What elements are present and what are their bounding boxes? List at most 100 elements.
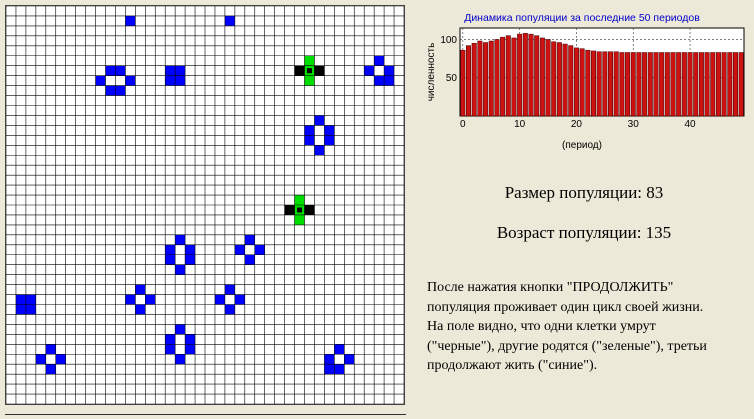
alive-cell[interactable] <box>185 244 196 255</box>
alive-cell[interactable] <box>175 75 186 86</box>
chart-bar <box>585 49 591 117</box>
alive-cell[interactable] <box>45 344 56 355</box>
chart-bar <box>670 52 676 117</box>
born-cell[interactable] <box>304 55 315 66</box>
alive-cell[interactable] <box>185 334 196 345</box>
alive-cell[interactable] <box>314 145 325 156</box>
alive-cell[interactable] <box>165 254 176 265</box>
alive-cell[interactable] <box>175 324 186 335</box>
population-grid[interactable] <box>5 5 405 405</box>
dying-cell[interactable] <box>304 205 315 215</box>
population-size-label: Размер популяции: 83 <box>504 183 664 202</box>
alive-cell[interactable] <box>45 364 56 375</box>
chart-title: Динамика популяции за последние 50 перио… <box>464 12 700 24</box>
born-cell[interactable] <box>304 75 315 86</box>
chart-bar <box>500 36 506 117</box>
alive-cell[interactable] <box>304 125 315 136</box>
alive-cell[interactable] <box>334 364 345 375</box>
dying-cell[interactable] <box>284 205 295 215</box>
alive-cell[interactable] <box>105 85 116 96</box>
alive-cell[interactable] <box>175 264 186 275</box>
alive-cell[interactable] <box>175 65 186 76</box>
alive-cell[interactable] <box>115 85 126 96</box>
alive-cell[interactable] <box>125 15 136 26</box>
alive-cell[interactable] <box>244 234 255 245</box>
alive-cell[interactable] <box>185 344 196 355</box>
x-tick-label: 0 <box>460 119 466 130</box>
alive-cell[interactable] <box>314 115 325 126</box>
alive-cell[interactable] <box>214 294 225 305</box>
alive-cell[interactable] <box>35 354 46 365</box>
grid-canvas[interactable] <box>6 6 404 404</box>
alive-cell[interactable] <box>55 354 66 365</box>
alive-cell[interactable] <box>224 304 235 315</box>
alive-cell[interactable] <box>384 75 395 86</box>
chart-bar <box>483 42 489 117</box>
description-line: продолжают жить ("синие"). <box>427 358 598 373</box>
y-tick-label: 50 <box>446 73 458 84</box>
chart-bar <box>715 52 721 117</box>
alive-cell[interactable] <box>324 354 335 365</box>
alive-cell[interactable] <box>95 75 106 86</box>
alive-cell[interactable] <box>234 294 245 305</box>
born-cell[interactable] <box>294 214 305 225</box>
alive-cell[interactable] <box>165 344 176 355</box>
dying-cell[interactable] <box>294 65 305 76</box>
description-line: На поле видно, что одни клетки умрут <box>427 319 656 334</box>
alive-cell[interactable] <box>15 304 26 315</box>
dying-cell-marker <box>306 68 312 74</box>
chart-bar <box>681 52 687 117</box>
alive-cell[interactable] <box>165 244 176 255</box>
alive-cell[interactable] <box>165 334 176 345</box>
chart-bar <box>539 37 545 117</box>
alive-cell[interactable] <box>384 65 395 76</box>
alive-cell[interactable] <box>105 65 116 76</box>
alive-cell[interactable] <box>165 65 176 76</box>
alive-cell[interactable] <box>224 15 235 26</box>
alive-cell[interactable] <box>374 75 385 86</box>
dying-cell[interactable] <box>314 65 325 76</box>
alive-cell[interactable] <box>125 294 136 305</box>
alive-cell[interactable] <box>254 244 265 255</box>
description-line: После нажатия кнопки "ПРОДОЛЖИТЬ" <box>427 280 674 295</box>
x-axis-label: (период) <box>562 140 602 151</box>
chart-bar <box>488 40 494 117</box>
alive-cell[interactable] <box>135 284 146 295</box>
alive-cell[interactable] <box>374 55 385 66</box>
alive-cell[interactable] <box>165 75 176 86</box>
chart-bar <box>625 52 631 117</box>
alive-cell[interactable] <box>25 304 36 315</box>
alive-cell[interactable] <box>145 294 156 305</box>
chart-bar <box>522 33 528 117</box>
x-tick-label: 30 <box>628 119 640 130</box>
alive-cell[interactable] <box>25 294 36 305</box>
alive-cell[interactable] <box>324 135 335 146</box>
alive-cell[interactable] <box>224 284 235 295</box>
chart-bar <box>664 52 670 117</box>
alive-cell[interactable] <box>185 254 196 265</box>
chart-bar <box>460 49 466 117</box>
alive-cell[interactable] <box>344 354 355 365</box>
alive-cell[interactable] <box>304 135 315 146</box>
chart-bar <box>636 52 642 117</box>
born-cell[interactable] <box>294 195 305 205</box>
chart-bar <box>693 52 699 117</box>
x-tick-label: 40 <box>684 119 696 130</box>
description-line: популяция проживает один цикл своей жизн… <box>427 299 704 315</box>
alive-cell[interactable] <box>115 65 126 76</box>
x-tick-label: 10 <box>514 119 526 130</box>
alive-cell[interactable] <box>15 294 26 305</box>
alive-cell[interactable] <box>324 125 335 136</box>
alive-cell[interactable] <box>324 364 335 375</box>
chart-bar <box>573 47 579 117</box>
alive-cell[interactable] <box>244 254 255 265</box>
alive-cell[interactable] <box>125 75 136 86</box>
alive-cell[interactable] <box>364 65 375 76</box>
alive-cell[interactable] <box>175 234 186 245</box>
chart-bar <box>590 50 596 117</box>
alive-cell[interactable] <box>135 304 146 315</box>
alive-cell[interactable] <box>175 354 186 365</box>
alive-cell[interactable] <box>234 244 245 255</box>
alive-cell[interactable] <box>334 344 345 355</box>
chart-bar <box>556 42 562 117</box>
